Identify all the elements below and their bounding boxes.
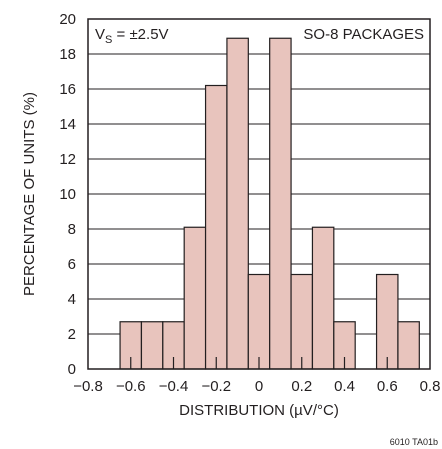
histogram-bar [247, 273, 271, 370]
x-tick-label: −0.2 [201, 378, 231, 395]
package-annotation: SO-8 PACKAGES [303, 26, 424, 43]
x-tick-label: −0.8 [73, 378, 103, 395]
x-tick-label: 0.8 [420, 378, 441, 395]
condition-subscript: S [105, 34, 112, 46]
y-tick-label: 18 [59, 46, 76, 63]
y-tick-label: 8 [68, 221, 76, 238]
histogram-bar [269, 37, 292, 370]
grid-lines [88, 53, 430, 335]
figure-reference: 6010 TA01b [390, 437, 438, 447]
histogram-bar [140, 321, 164, 370]
histogram-bar [204, 84, 228, 370]
y-tick-label: 4 [68, 291, 76, 308]
x-tick-label: 0.4 [334, 378, 355, 395]
x-axis-title: DISTRIBUTION (µV/°C) [179, 402, 339, 419]
y-tick-label: 0 [68, 361, 76, 378]
x-tick-label: −0.4 [159, 378, 189, 395]
y-tick-label: 14 [59, 116, 76, 133]
y-tick-label: 12 [59, 151, 76, 168]
y-tick-label: 10 [59, 186, 76, 203]
x-tick-label: −0.6 [116, 378, 146, 395]
histogram-bar [183, 226, 207, 370]
y-tick-label: 2 [68, 326, 76, 343]
y-tick-label: 6 [68, 256, 76, 273]
x-tick-label: 0.2 [291, 378, 312, 395]
y-tick-label: 16 [59, 81, 76, 98]
histogram-bar [290, 273, 314, 370]
y-tick-label: 20 [59, 11, 76, 28]
histogram-bar [226, 37, 249, 370]
y-axis-title: PERCENTAGE OF UNITS (%) [21, 92, 38, 296]
x-tick-label: 0 [255, 378, 263, 395]
y-tick-labels: 0 2 4 6 8 10 12 14 16 18 20 [59, 11, 76, 378]
histogram-bar [375, 273, 399, 370]
histogram-bar [397, 321, 420, 370]
x-tick-label: 0.6 [377, 378, 398, 395]
histogram-bar [311, 226, 335, 370]
condition-annotation: VS = ±2.5V [95, 26, 169, 46]
bars [119, 37, 420, 370]
x-tick-marks [130, 357, 388, 369]
x-tick-labels: −0.8 −0.6 −0.4 −0.2 0 0.2 0.4 0.6 0.8 [73, 378, 440, 395]
